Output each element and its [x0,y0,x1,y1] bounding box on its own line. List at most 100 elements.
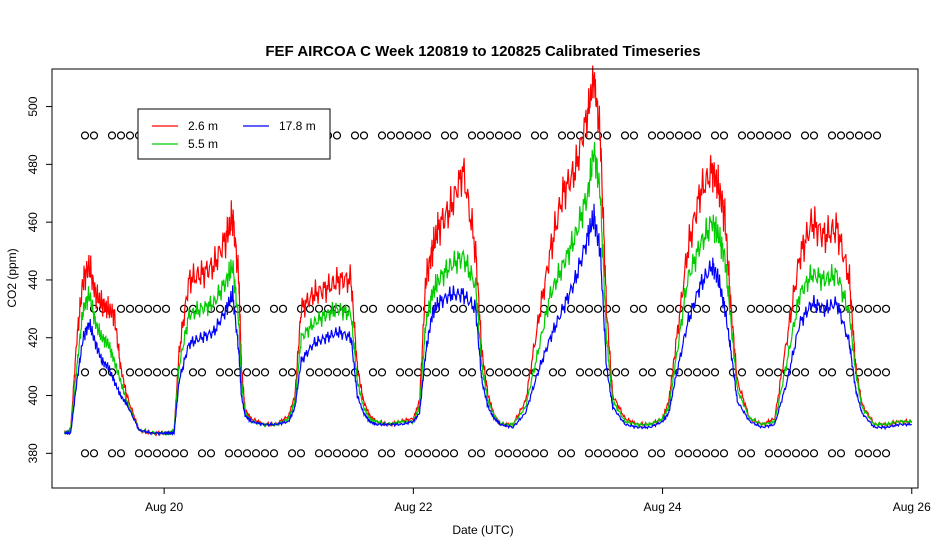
marker-point [89,131,99,140]
marker-point [143,304,153,313]
marker-point [764,131,774,140]
marker-point [251,368,261,377]
marker-point [539,449,549,458]
legend-entry: 5.5 m [152,137,218,151]
marker-point [845,131,855,140]
marker-point [179,449,189,458]
marker-point [125,304,135,313]
marker-point [836,449,846,458]
legend: 2.6 m 17.8 m 5.5 m [137,108,331,160]
marker-point [224,449,234,458]
marker-point [413,304,423,313]
marker-point [197,368,207,377]
marker-point [467,131,477,140]
marker-point [692,449,702,458]
marker-point [80,449,90,458]
marker-point [80,368,90,377]
marker-point [368,304,378,313]
marker-point [575,368,585,377]
marker-point [107,449,117,458]
marker-point [431,449,441,458]
marker-point [683,449,693,458]
marker-point [782,449,792,458]
marker-point [755,131,765,140]
marker-point [341,449,351,458]
marker-point [521,449,531,458]
y-tick-label: 380 [26,443,40,463]
marker-point [566,304,576,313]
marker-point [413,449,423,458]
marker-point [764,304,774,313]
marker-point [746,304,756,313]
marker-point [674,368,684,377]
marker-point [629,304,639,313]
marker-point [332,304,342,313]
marker-point [647,131,657,140]
y-axis-label: CO2 (ppm) [5,248,19,307]
marker-point [584,131,594,140]
marker-point [611,368,621,377]
marker-point [854,304,864,313]
marker-point [134,449,144,458]
marker-point [305,368,315,377]
marker-point [530,449,540,458]
marker-point [89,449,99,458]
marker-point [683,131,693,140]
marker-point [854,131,864,140]
marker-point [116,304,126,313]
marker-point [584,304,594,313]
marker-point [881,304,891,313]
y-tick-label: 420 [26,327,40,347]
marker-point [782,304,792,313]
x-tick-label: Aug 26 [893,500,931,514]
marker-point [494,368,504,377]
marker-point [386,304,396,313]
marker-point [656,449,666,458]
marker-point [296,449,306,458]
chart-title: FEF AIRCOA C Week 120819 to 120825 Calib… [265,43,700,60]
plot-area [63,65,913,458]
marker-point [449,449,459,458]
y-tick-label: 440 [26,270,40,290]
marker-point [710,368,720,377]
marker-point [683,304,693,313]
marker-point [278,368,288,377]
marker-point [215,304,225,313]
marker-point [620,368,630,377]
marker-point [872,449,882,458]
marker-point [863,368,873,377]
marker-point [134,304,144,313]
marker-point [620,131,630,140]
marker-point [404,449,414,458]
marker-point [107,131,117,140]
marker-point [152,304,162,313]
marker-point [305,304,315,313]
marker-point [440,131,450,140]
marker-point [251,304,261,313]
marker-point [269,449,279,458]
marker-point [323,368,333,377]
marker-point [638,368,648,377]
legend-label: 17.8 m [279,119,316,133]
series-line-17-8-m [64,203,912,437]
marker-point [332,368,342,377]
marker-point [224,368,234,377]
marker-point [638,304,648,313]
marker-point [377,131,387,140]
marker-point [314,304,324,313]
marker-row-380 [80,449,891,458]
marker-point [611,449,621,458]
legend-label: 2.6 m [188,119,218,133]
legend-label: 5.5 m [188,137,218,151]
marker-point [287,368,297,377]
marker-point [854,449,864,458]
marker-point [242,368,252,377]
marker-point [683,368,693,377]
marker-row-430 [89,304,891,313]
marker-point [719,131,729,140]
marker-point [602,449,612,458]
marker-point [134,368,144,377]
marker-point [449,131,459,140]
marker-point [773,131,783,140]
